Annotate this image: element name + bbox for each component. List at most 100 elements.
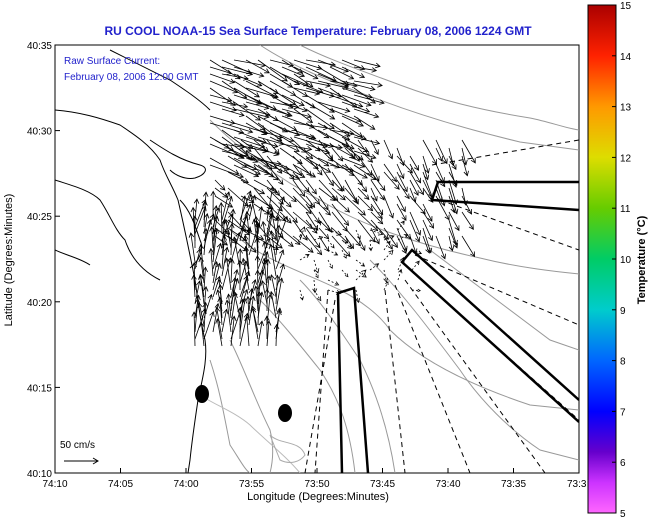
current-vector xyxy=(221,80,247,99)
current-vector xyxy=(248,195,256,221)
current-vector xyxy=(327,249,338,256)
current-vector-head xyxy=(251,218,258,225)
current-vector-head xyxy=(223,143,230,149)
current-vector-head xyxy=(416,177,421,184)
current-vector xyxy=(305,179,317,195)
current-vector xyxy=(461,147,467,165)
current-vector-head xyxy=(324,148,331,155)
current-vector-head xyxy=(203,227,209,234)
current-vector xyxy=(230,223,233,256)
current-vector xyxy=(448,211,460,231)
current-vector-head xyxy=(375,62,381,69)
current-vector xyxy=(341,157,365,168)
current-vector xyxy=(270,291,277,319)
current-vector-head xyxy=(344,273,349,278)
x-tick-label: 74:10 xyxy=(42,479,67,490)
current-vector-head xyxy=(224,299,231,305)
current-vector-head xyxy=(269,186,275,192)
colorbar-tick-label: 12 xyxy=(620,153,632,164)
current-vector-head xyxy=(277,243,283,249)
current-vector xyxy=(262,221,268,249)
current-vector xyxy=(240,139,254,149)
current-vector xyxy=(230,232,240,263)
current-vector-head xyxy=(202,286,209,292)
current-vector xyxy=(383,171,400,190)
current-vector xyxy=(212,228,218,263)
current-vector xyxy=(341,66,365,78)
current-vector-head xyxy=(425,247,431,254)
current-vector xyxy=(353,87,376,104)
current-vector-head xyxy=(448,245,455,252)
current-vector xyxy=(396,171,408,192)
current-vector-head xyxy=(239,298,246,305)
current-vector-head xyxy=(362,173,368,179)
current-vector-head xyxy=(400,206,406,213)
current-vector-head xyxy=(251,247,257,253)
current-vector xyxy=(357,195,373,211)
current-vector xyxy=(318,147,333,162)
current-vector xyxy=(344,235,354,249)
x-tick-label: 74:05 xyxy=(108,479,133,490)
current-vector-head xyxy=(377,218,384,225)
current-vector-head xyxy=(237,248,243,254)
current-vector xyxy=(245,164,270,175)
current-vector-head xyxy=(350,154,356,160)
current-vector-head xyxy=(209,213,215,220)
current-vector-head xyxy=(345,251,351,257)
current-vector xyxy=(409,163,421,183)
current-vector xyxy=(341,101,370,113)
current-vector xyxy=(239,313,248,347)
current-vector xyxy=(383,227,398,248)
current-vector xyxy=(214,219,230,235)
current-vector-head xyxy=(230,100,236,106)
current-vector-head xyxy=(255,169,261,175)
current-vector-head xyxy=(198,256,204,263)
colorbar-tick-label: 13 xyxy=(620,103,632,114)
current-vector-head xyxy=(387,244,393,250)
current-vector-head xyxy=(372,225,379,232)
current-vector-head xyxy=(282,127,288,133)
current-vector xyxy=(329,108,361,122)
current-vector xyxy=(214,179,226,191)
current-vector-head xyxy=(415,236,421,243)
current-vector-head xyxy=(424,168,430,174)
current-vector xyxy=(239,261,247,284)
current-vector xyxy=(305,235,322,255)
current-vector-head xyxy=(217,283,224,290)
current-vector xyxy=(411,289,421,292)
current-vector xyxy=(299,229,302,239)
colorbar-tick-label: 9 xyxy=(620,306,626,317)
current-vector-head xyxy=(315,274,319,279)
current-vector-head xyxy=(214,302,221,309)
current-vector xyxy=(233,236,241,270)
current-vector xyxy=(233,136,265,148)
current-vector xyxy=(293,66,318,80)
current-vector-head xyxy=(307,203,313,209)
current-vector xyxy=(396,195,406,212)
current-vector xyxy=(344,179,359,205)
current-vector-head xyxy=(358,155,364,161)
current-vector-head xyxy=(315,242,321,249)
current-vector-head xyxy=(288,241,294,247)
current-vector xyxy=(279,195,292,208)
current-vector-head xyxy=(450,207,456,214)
current-vector-head xyxy=(278,277,284,284)
current-vector xyxy=(305,87,335,97)
current-vector-head xyxy=(202,266,208,273)
current-vector xyxy=(353,136,380,144)
current-vector-head xyxy=(242,215,248,221)
current-vector-head xyxy=(247,143,254,150)
current-vector-head xyxy=(357,180,363,186)
current-vector-head xyxy=(336,230,342,236)
x-tick-label: 73:3 xyxy=(567,479,587,490)
current-vector xyxy=(281,136,307,153)
current-vector-head xyxy=(275,224,282,231)
current-vector-head xyxy=(246,190,252,197)
current-vector-head xyxy=(392,242,398,249)
current-vector-head xyxy=(329,107,335,113)
current-vector xyxy=(369,263,379,271)
current-vector-head xyxy=(353,198,359,205)
current-vector xyxy=(281,129,314,139)
current-vector xyxy=(435,235,446,259)
current-vector xyxy=(305,203,320,223)
